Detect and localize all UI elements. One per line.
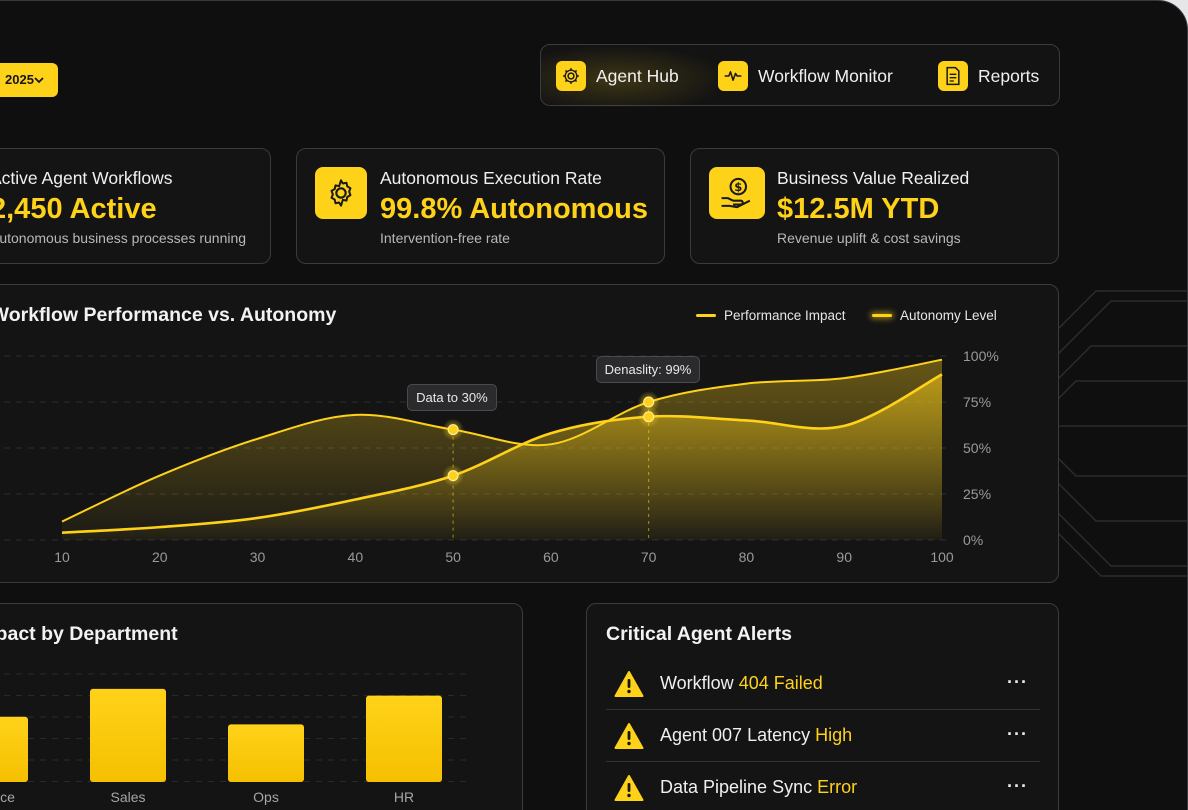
legend-label: Performance Impact (724, 308, 846, 323)
category-label: Ops (253, 789, 279, 805)
chevron-down-icon (34, 77, 44, 84)
nav-workflow-monitor-label: Workflow Monitor (758, 65, 893, 86)
nav-agent-hub-label: Agent Hub (596, 65, 679, 86)
chart-title: Workflow Impact by Department (0, 623, 178, 645)
category-label: HR (394, 789, 414, 805)
data-point[interactable] (643, 411, 655, 423)
alert-row[interactable]: Data Pipeline Sync Error ··· (606, 762, 1040, 810)
bar-ops[interactable] (228, 724, 304, 782)
performance-chart-panel: Agent Workflow Performance vs. Autonomy … (0, 284, 1059, 583)
date-filter-dropdown[interactable]: 2025 (0, 63, 58, 97)
kpi-value: 99.8% Autonomous (380, 193, 649, 225)
kpi-subtitle: Autonomous business processes running (0, 230, 247, 246)
nav-reports-label: Reports (978, 65, 1040, 86)
kpi-subtitle: Intervention-free rate (380, 230, 510, 246)
data-point[interactable] (447, 470, 459, 482)
kpi-title: Business Value Realized (777, 168, 970, 188)
kpi-title: Autonomous Execution Rate (380, 168, 602, 188)
date-filter-label: 2025 (5, 72, 34, 87)
warning-icon (614, 722, 644, 749)
data-point[interactable] (643, 396, 655, 408)
kpi-value: 2,450 Active (0, 193, 157, 225)
y-tick-label: 75% (963, 394, 991, 410)
x-tick-label: 60 (543, 549, 559, 565)
bar-chart: Finance Sales Ops HR (0, 673, 472, 805)
alerts-title: Critical Agent Alerts (606, 623, 793, 645)
top-nav: Agent Hub Workflow Monitor Reports (540, 44, 1060, 107)
legend-autonomy: Autonomy Level (872, 308, 997, 323)
nav-workflow-monitor[interactable]: Workflow Monitor (718, 61, 893, 91)
more-options-button[interactable]: ··· (1007, 672, 1028, 692)
warning-icon (614, 670, 644, 697)
more-options-button[interactable]: ··· (1007, 776, 1028, 796)
kpi-value: $12.5M YTD (777, 193, 940, 225)
x-tick-label: 50 (445, 549, 461, 565)
series-line (61, 373, 943, 534)
chart-tooltip: Data to 30% (407, 383, 497, 411)
alert-text: Workflow 404 Failed (660, 673, 823, 694)
department-impact-panel: Workflow Impact by Department Finance Sal… (0, 603, 523, 810)
money-hand-icon: $ (709, 167, 765, 219)
warning-icon (614, 774, 644, 801)
x-tick-label: 30 (250, 549, 266, 565)
gear-icon (556, 61, 586, 91)
alert-text: Data Pipeline Sync Error (660, 777, 857, 798)
alert-status: Error (817, 777, 858, 797)
category-label: Finance (0, 789, 15, 805)
svg-text:$: $ (734, 180, 742, 194)
critical-alerts-panel: Critical Agent Alerts Workflow 404 Faile… (586, 603, 1059, 810)
legend-performance: Performance Impact (696, 308, 846, 323)
series-area (62, 374, 942, 540)
alert-status: High (815, 725, 853, 745)
y-tick-label: 25% (963, 486, 991, 502)
x-tick-label: 10 (54, 549, 70, 565)
data-point[interactable] (447, 424, 459, 436)
x-tick-label: 80 (739, 549, 755, 565)
more-options-button[interactable]: ··· (1007, 724, 1028, 744)
x-tick-label: 90 (836, 549, 852, 565)
alert-row[interactable]: Agent 007 Latency High ··· (606, 710, 1040, 762)
area-chart: 0% 25% 50% 75% 100% 10 20 30 40 50 60 70 80 90 100 (0, 348, 999, 565)
kpi-card-business-value: $ Business Value Realized $12.5M YTD Rev… (690, 148, 1059, 264)
alert-text: Agent 007 Latency High (660, 725, 852, 746)
y-tick-label: 100% (963, 348, 999, 364)
circuit-decoration (1056, 290, 1187, 577)
x-tick-label: 20 (152, 549, 168, 565)
nav-reports[interactable]: Reports (938, 61, 1039, 91)
nav-agent-hub[interactable]: Agent Hub (556, 61, 679, 91)
chart-tooltip: Denaslity: 99% (595, 356, 701, 383)
kpi-card-active-workflows: Active Agent Workflows 2,450 Active Auto… (0, 148, 271, 264)
y-tick-label: 50% (963, 440, 991, 456)
x-tick-label: 40 (348, 549, 364, 565)
legend-label: Autonomy Level (900, 308, 997, 323)
bar-hr[interactable] (366, 695, 442, 782)
x-tick-label: 100 (930, 549, 954, 565)
gear-icon (315, 167, 367, 219)
chart-title: Agent Workflow Performance vs. Autonomy (0, 304, 337, 326)
alert-label: Agent 007 Latency (660, 725, 816, 745)
kpi-card-execution-rate: Autonomous Execution Rate 99.8% Autonomo… (296, 148, 665, 264)
y-tick-label: 0% (963, 532, 983, 548)
series-line (61, 358, 943, 523)
alert-label: Workflow (660, 673, 739, 693)
bar-finance[interactable] (0, 716, 28, 782)
bar-sales[interactable] (90, 688, 166, 782)
document-icon (938, 61, 968, 91)
kpi-title: Active Agent Workflows (0, 168, 173, 188)
legend-swatch (872, 314, 892, 317)
x-tick-label: 70 (641, 549, 657, 565)
legend-swatch (696, 314, 716, 317)
alert-label: Data Pipeline Sync (660, 777, 818, 797)
category-label: Sales (110, 789, 145, 805)
alert-row[interactable]: Workflow 404 Failed ··· (606, 658, 1040, 710)
pulse-icon (718, 61, 748, 91)
kpi-subtitle: Revenue uplift & cost savings (777, 230, 961, 246)
alert-status: 404 Failed (738, 673, 823, 693)
